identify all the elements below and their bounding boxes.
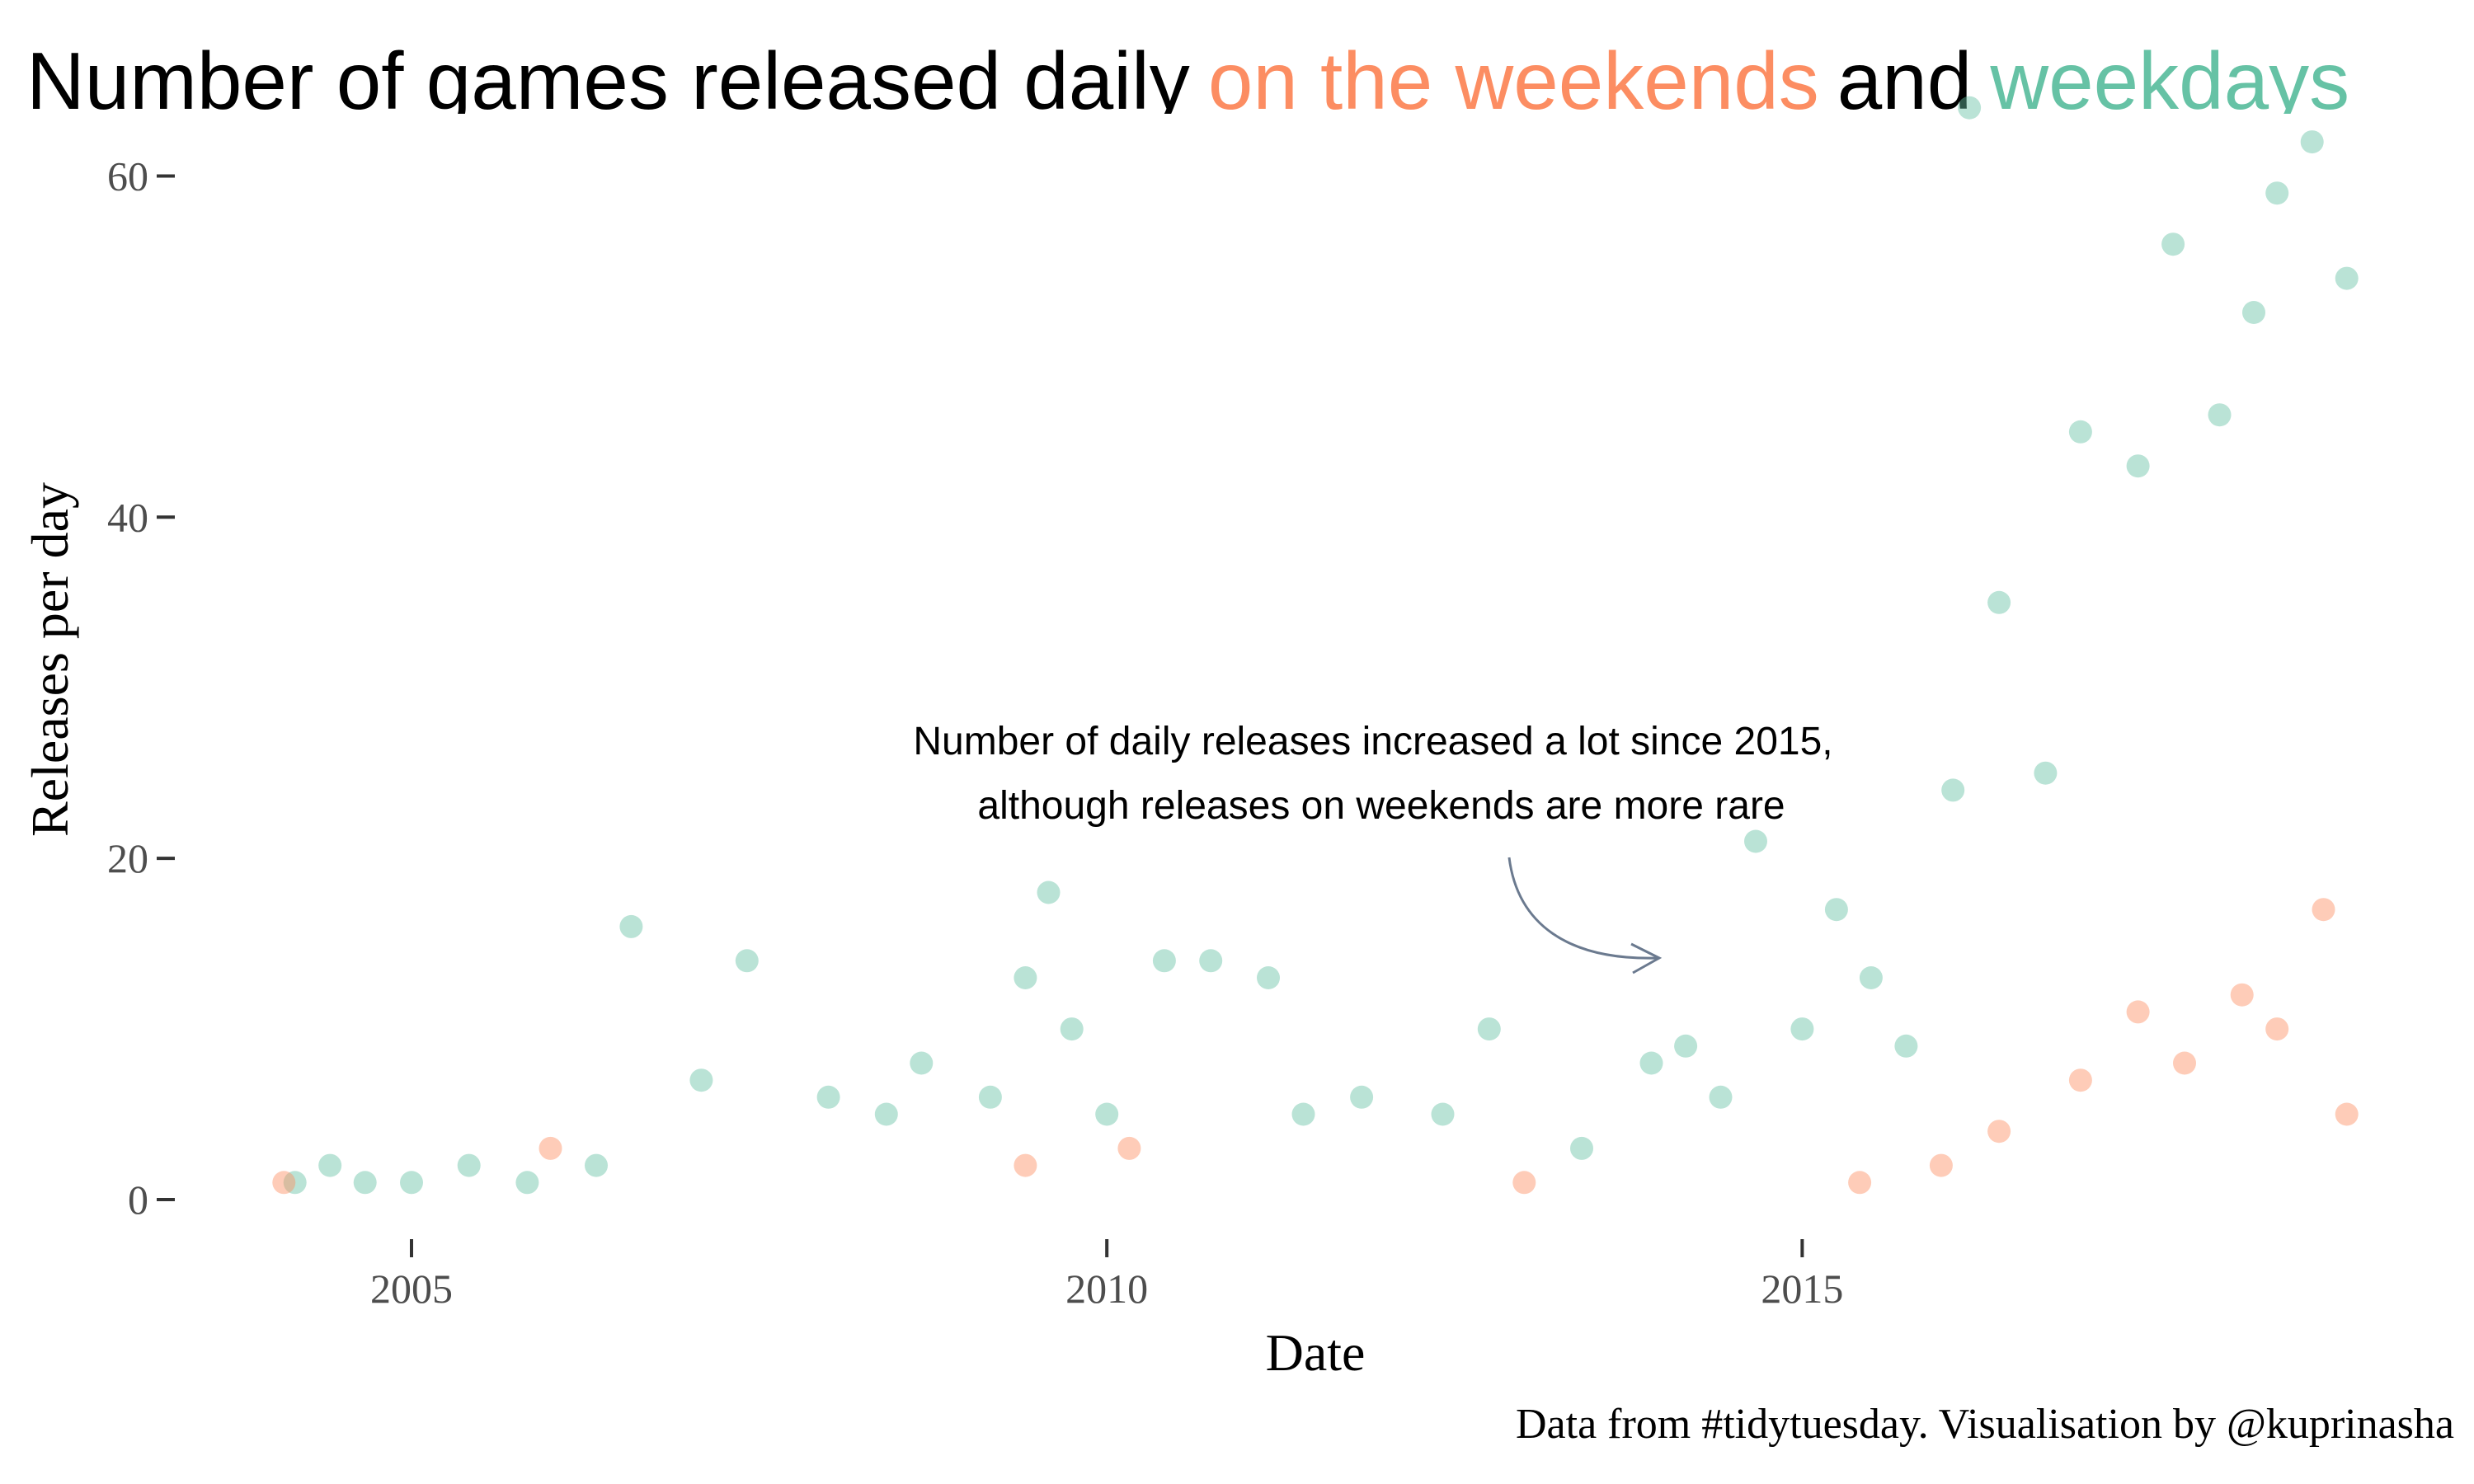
data-point [2208,403,2232,427]
data-point [1674,1034,1698,1058]
data-point [2335,266,2359,290]
data-point [978,1085,1002,1109]
x-axis: 2005 2010 2015 [370,1239,1843,1312]
data-point [585,1153,608,1177]
data-point [1848,1171,1872,1195]
y-axis: 0 20 40 60 [107,153,175,1223]
data-point [619,914,643,938]
data-point [1060,1017,1084,1041]
data-point [2126,1000,2150,1024]
data-point [1639,1051,1663,1075]
data-point [1152,949,1176,973]
x-axis-title: Date [1266,1323,1366,1382]
y-tick-label: 20 [107,835,148,881]
data-point [1117,1136,1141,1160]
data-point [318,1153,342,1177]
data-point [1894,1034,1918,1058]
data-point [2068,420,2092,444]
title-part-main: Number of games released daily [26,35,1190,114]
annotation-line-1: Number of daily releases increased a lot… [913,720,1832,763]
data-point [2300,130,2324,154]
data-point [2126,454,2150,478]
title-part-and: and [1837,35,1973,114]
data-point [1744,829,1767,853]
data-point [539,1136,562,1160]
data-point [1570,1136,1593,1160]
x-tick-label: 2010 [1065,1266,1148,1312]
data-point [400,1171,423,1195]
data-point [874,1102,898,1126]
data-point [2265,181,2289,205]
data-point [272,1171,296,1195]
data-point [1199,949,1223,973]
annotation-line-2: although releases on weekends are more r… [977,784,1785,828]
data-point [353,1171,377,1195]
data-point [457,1153,481,1177]
data-point [2265,1017,2289,1041]
y-tick-label: 60 [107,153,148,199]
series-weekdays [283,96,2359,1195]
data-point [1291,1102,1315,1126]
data-point [2034,761,2058,785]
data-point [1709,1085,1733,1109]
data-point [2068,1068,2092,1092]
data-point [1790,1017,1814,1041]
caption: Data from #tidytuesday. Visualisation by… [1515,1401,2454,1448]
data-point [1095,1102,1119,1126]
data-point [689,1068,713,1092]
data-point [1477,1017,1501,1041]
data-point [1512,1171,1536,1195]
y-axis-title: Releases per day [21,482,79,837]
annotation-arrow [1507,857,1658,960]
chart-title: Number of games released daily on the wee… [26,23,2467,114]
data-point [1431,1102,1455,1126]
title-part-weekends: on the weekends [1207,35,1819,114]
data-point [1859,966,1883,989]
data-point [1941,778,1965,802]
data-point [1014,966,1037,989]
data-point [910,1051,934,1075]
data-points [272,96,2359,1195]
data-point [1824,898,1848,922]
data-point [2230,983,2254,1007]
y-tick-label: 40 [107,494,148,540]
data-point [1987,590,2011,614]
data-point [816,1085,840,1109]
series-on-the-weekends [272,898,2359,1195]
data-point [1929,1153,1953,1177]
data-point [2335,1102,2359,1126]
data-point [2161,232,2185,256]
x-tick-label: 2005 [370,1266,453,1312]
data-point [2242,301,2265,324]
title-part-weekdays: weekdays [1990,35,2350,114]
data-point [515,1171,539,1195]
data-point [1987,1120,2011,1144]
data-point [1257,966,1280,989]
data-point [2312,898,2335,922]
annotation-arrowhead [1630,942,1663,974]
data-point [1958,96,1982,120]
data-point [1037,881,1061,904]
data-point [2173,1051,2196,1075]
data-point [283,1171,307,1195]
data-point [1014,1153,1037,1177]
x-tick-label: 2015 [1761,1266,1843,1312]
data-point [735,949,759,973]
data-point [1350,1085,1374,1109]
y-tick-label: 0 [128,1176,148,1223]
